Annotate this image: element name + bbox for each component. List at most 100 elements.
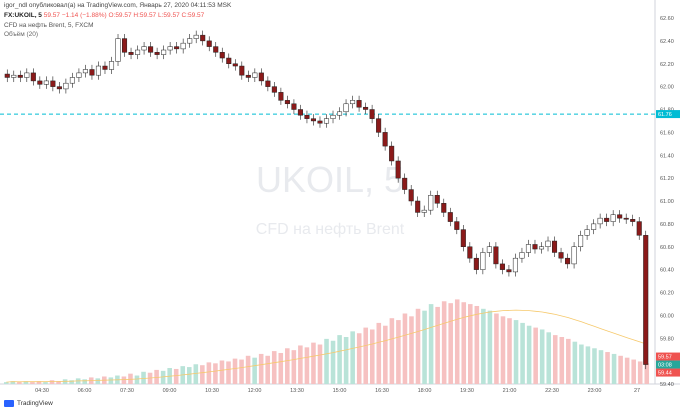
volume-bar <box>526 325 532 384</box>
candle-body <box>591 223 597 230</box>
volume-bar <box>481 308 486 384</box>
volume-bar <box>507 318 512 384</box>
volume-bar <box>435 306 440 384</box>
last-price-label-bg <box>656 360 680 369</box>
volume-bar <box>108 377 114 384</box>
candle-body <box>428 195 434 211</box>
candle-body <box>363 106 369 110</box>
volume-bar <box>226 361 231 384</box>
volume-bar <box>173 368 179 384</box>
candle-body <box>604 217 610 222</box>
volume-bar <box>17 382 22 384</box>
candle-body <box>187 38 193 44</box>
volume-bar <box>82 379 87 384</box>
candle-body <box>102 65 108 70</box>
y-tick-label: 61.60 <box>660 130 674 136</box>
candle-body <box>271 86 277 93</box>
candle-body <box>512 257 518 273</box>
candle-body <box>597 217 603 225</box>
candle-body <box>108 61 115 70</box>
candle-body <box>408 189 414 202</box>
volume-bar <box>585 346 591 384</box>
candle-body <box>37 80 43 85</box>
candle-body <box>17 74 23 78</box>
volume-bar <box>605 352 610 384</box>
candle-body <box>11 74 17 78</box>
candle-body <box>519 252 525 259</box>
candle-body <box>610 214 616 222</box>
volume-bar <box>552 335 558 384</box>
last-price-label-bg <box>656 368 680 377</box>
y-tick-label: 60.60 <box>660 245 674 251</box>
candle-body <box>395 160 401 179</box>
volume-bar <box>350 331 355 384</box>
x-tick-label: 10:30 <box>205 388 219 394</box>
volume-bar <box>160 370 166 384</box>
volume-bar <box>474 305 480 384</box>
y-tick-label: 61.20 <box>660 176 674 182</box>
ohlc-close: C:59.57 <box>181 12 205 19</box>
volume-bar <box>579 344 584 384</box>
x-tick-label: 16:30 <box>375 388 389 394</box>
volume-bar <box>369 329 375 384</box>
candle-body <box>389 145 395 162</box>
volume-bar <box>611 353 617 384</box>
candle-body <box>180 42 186 50</box>
volume-bar <box>644 363 650 384</box>
x-tick-label: 23:00 <box>588 388 602 394</box>
volume-bar <box>128 373 133 384</box>
candle-body <box>565 257 571 265</box>
candle-body <box>245 74 251 78</box>
candle-body <box>213 46 219 53</box>
y-tick-label: 62.00 <box>660 85 674 91</box>
last-price-label: 59.44 <box>658 371 672 377</box>
volume-bar <box>258 353 264 384</box>
level-line-label-bg <box>656 110 680 119</box>
candle-body <box>50 80 56 87</box>
candle-body <box>402 177 408 190</box>
y-tick-label: 60.20 <box>660 291 674 297</box>
volume-legend[interactable]: Объём (20) <box>4 31 39 38</box>
candle-body <box>115 38 121 62</box>
volume-bar <box>298 345 303 384</box>
volume-bar <box>422 310 427 384</box>
candle-body <box>578 235 584 247</box>
volume-bar <box>631 359 636 384</box>
x-tick-label: 22:30 <box>545 388 559 394</box>
last-price-label-bg <box>656 352 680 361</box>
y-tick-label: 61.40 <box>660 153 674 159</box>
volume-bar <box>311 342 316 384</box>
x-tick-label: 18:00 <box>418 388 432 394</box>
ohlc-high: H:59.57 <box>133 12 157 19</box>
symbol-label[interactable]: FX:UKOIL, 5 <box>4 12 42 19</box>
candle-body <box>454 221 460 230</box>
volume-bar <box>206 362 212 384</box>
candle-body <box>284 100 290 105</box>
candle-body <box>538 246 545 250</box>
y-tick-label: 62.20 <box>660 62 674 68</box>
candle-body <box>571 246 577 265</box>
candle-body <box>167 46 173 51</box>
candle-body <box>258 72 264 82</box>
volume-bar <box>30 382 35 384</box>
volume-bar <box>121 376 127 384</box>
volume-bar <box>402 313 408 384</box>
candle-body <box>265 80 271 87</box>
volume-bar <box>546 332 552 384</box>
volume-bar <box>271 351 277 384</box>
volume-bar <box>252 357 257 384</box>
published-line: igor_ndl опубликовал(а) на TradingView.c… <box>4 2 232 9</box>
candle-body <box>552 240 558 253</box>
candle-body <box>219 52 225 59</box>
candle-body <box>200 34 206 42</box>
x-tick-label: 09:00 <box>163 388 177 394</box>
volume-bar <box>559 337 565 384</box>
candle-body <box>141 46 147 51</box>
x-tick-label: 19:30 <box>460 388 474 394</box>
candle-body <box>467 246 473 259</box>
volume-bar <box>624 357 630 384</box>
candle-body <box>343 103 349 113</box>
volume-bar <box>10 381 16 384</box>
volume-bar <box>448 303 453 384</box>
